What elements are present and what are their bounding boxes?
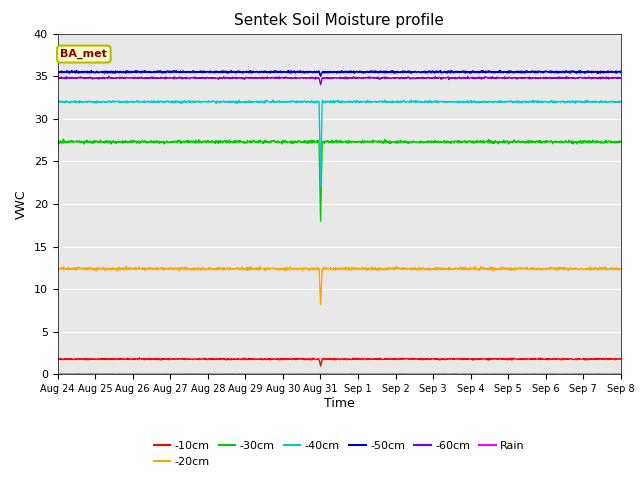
-60cm bbox=[242, 75, 250, 81]
-60cm bbox=[54, 75, 61, 81]
-50cm bbox=[501, 69, 509, 75]
-10cm bbox=[243, 357, 250, 362]
-30cm bbox=[428, 139, 435, 145]
-20cm bbox=[122, 264, 130, 269]
-20cm bbox=[179, 265, 187, 271]
-40cm bbox=[317, 184, 324, 190]
-20cm bbox=[617, 266, 625, 272]
-10cm bbox=[428, 356, 435, 361]
-60cm bbox=[179, 74, 187, 80]
-10cm bbox=[617, 356, 625, 362]
-40cm bbox=[54, 99, 61, 105]
-60cm bbox=[427, 74, 435, 80]
-50cm bbox=[617, 70, 625, 75]
-60cm bbox=[501, 75, 509, 81]
-20cm bbox=[317, 301, 324, 307]
-20cm bbox=[501, 265, 509, 271]
-50cm bbox=[427, 70, 435, 76]
Line: -20cm: -20cm bbox=[58, 266, 621, 304]
-10cm bbox=[317, 363, 324, 369]
-30cm bbox=[54, 141, 61, 146]
Rain bbox=[54, 371, 61, 377]
-60cm bbox=[617, 75, 625, 81]
-10cm bbox=[54, 356, 61, 362]
-10cm bbox=[136, 355, 143, 360]
Rain bbox=[88, 371, 95, 377]
-40cm bbox=[617, 98, 625, 104]
-50cm bbox=[497, 68, 504, 73]
-50cm bbox=[317, 73, 324, 79]
Line: -50cm: -50cm bbox=[58, 71, 621, 76]
Line: -30cm: -30cm bbox=[58, 139, 621, 221]
Rain bbox=[496, 372, 504, 377]
-30cm bbox=[166, 139, 173, 145]
-10cm bbox=[501, 356, 509, 362]
-50cm bbox=[179, 69, 187, 74]
-20cm bbox=[166, 266, 173, 272]
-50cm bbox=[165, 69, 173, 75]
X-axis label: Time: Time bbox=[324, 397, 355, 410]
-40cm bbox=[319, 97, 326, 103]
-40cm bbox=[165, 99, 173, 105]
Rain bbox=[427, 371, 435, 377]
-30cm bbox=[317, 218, 324, 224]
-40cm bbox=[501, 99, 509, 105]
-10cm bbox=[179, 356, 187, 362]
-40cm bbox=[179, 98, 187, 104]
-60cm bbox=[165, 75, 173, 81]
-50cm bbox=[242, 70, 250, 75]
Rain bbox=[551, 371, 559, 377]
-30cm bbox=[501, 138, 509, 144]
-30cm bbox=[60, 136, 67, 142]
Line: -40cm: -40cm bbox=[58, 100, 621, 187]
-20cm bbox=[243, 266, 250, 272]
Line: -60cm: -60cm bbox=[58, 76, 621, 84]
-30cm bbox=[179, 139, 187, 144]
-20cm bbox=[54, 265, 61, 271]
-30cm bbox=[551, 139, 559, 145]
Line: -10cm: -10cm bbox=[58, 358, 621, 366]
-60cm bbox=[464, 73, 472, 79]
-10cm bbox=[551, 356, 559, 361]
-30cm bbox=[617, 139, 625, 145]
Legend: -10cm, -20cm, -30cm, -40cm, -50cm, -60cm, Rain: -10cm, -20cm, -30cm, -40cm, -50cm, -60cm… bbox=[149, 437, 529, 471]
Rain bbox=[243, 371, 250, 377]
-20cm bbox=[551, 266, 559, 272]
Title: Sentek Soil Moisture profile: Sentek Soil Moisture profile bbox=[234, 13, 444, 28]
-10cm bbox=[166, 356, 173, 362]
-60cm bbox=[551, 75, 559, 81]
Rain bbox=[179, 371, 187, 377]
-40cm bbox=[428, 98, 435, 104]
Rain bbox=[617, 371, 625, 377]
-60cm bbox=[317, 82, 324, 87]
Y-axis label: VWC: VWC bbox=[15, 189, 28, 219]
-50cm bbox=[551, 70, 559, 75]
Rain bbox=[166, 371, 173, 377]
-40cm bbox=[551, 99, 559, 105]
-40cm bbox=[242, 99, 250, 105]
-20cm bbox=[428, 267, 435, 273]
-30cm bbox=[243, 140, 250, 146]
Rain bbox=[501, 371, 509, 377]
Text: BA_met: BA_met bbox=[60, 49, 108, 59]
-50cm bbox=[54, 69, 61, 75]
